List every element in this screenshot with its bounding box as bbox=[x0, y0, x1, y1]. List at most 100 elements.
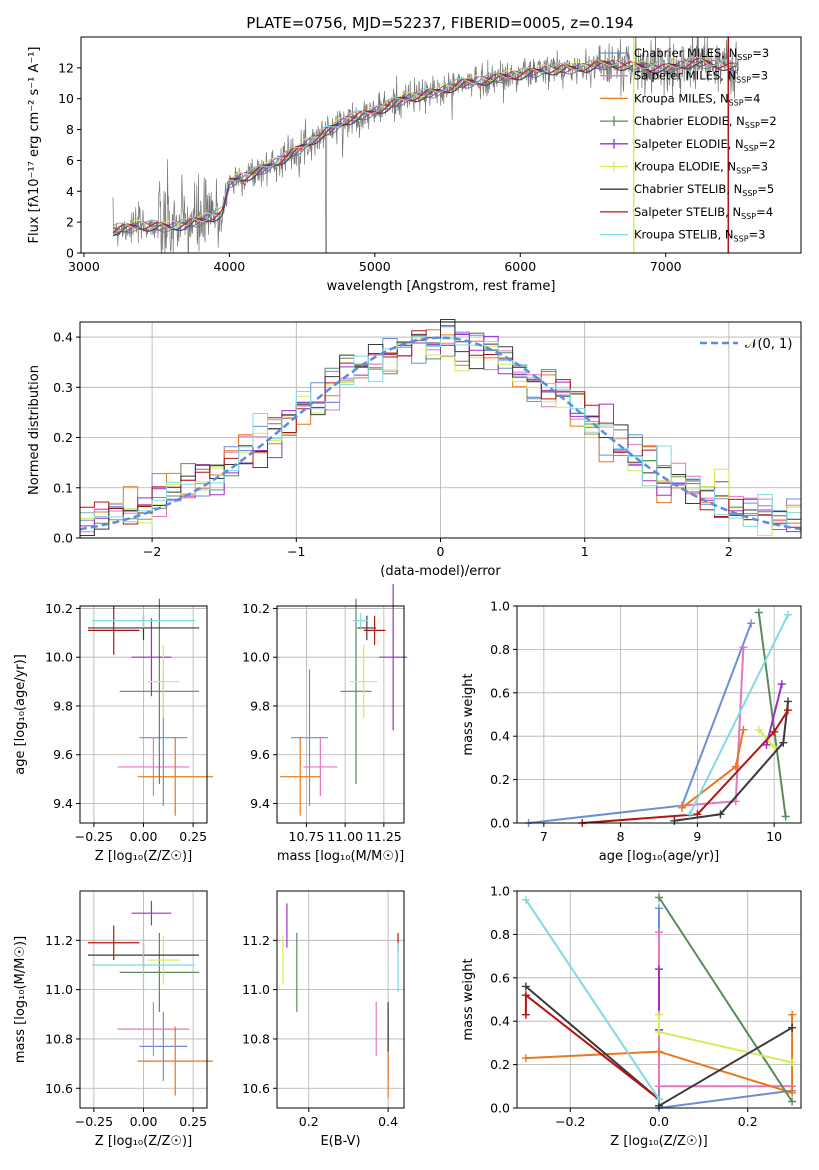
axes-frame bbox=[79, 890, 208, 1109]
y-axis-label: mass weight bbox=[461, 673, 476, 755]
residual-histogram bbox=[80, 319, 801, 536]
y-tick-label: 10.6 bbox=[242, 1081, 270, 1096]
y-tick-label: 2 bbox=[66, 215, 74, 230]
mass-weight-line bbox=[674, 701, 789, 822]
mass-weight-marker bbox=[788, 1023, 797, 1032]
x-tick-label: −0.25 bbox=[75, 829, 113, 844]
y-tick-label: 0.0 bbox=[490, 1101, 510, 1116]
mass-weight-marker bbox=[655, 1095, 663, 1104]
legend-entry: Salpeter ELODIE, NSSP=2 bbox=[634, 137, 776, 153]
x-axis-label: wavelength [Angstrom, rest frame] bbox=[327, 279, 556, 294]
mass-weight-line bbox=[688, 614, 789, 815]
mass-weight-marker bbox=[685, 810, 694, 819]
y-axis-label: age [log₁₀(age/yr)] bbox=[13, 654, 28, 775]
legend-tail: =3 bbox=[751, 160, 768, 174]
mass-weight-marker bbox=[783, 706, 792, 715]
x-tick-label: 7000 bbox=[650, 259, 682, 274]
x-tick-label: −0.25 bbox=[75, 1114, 113, 1129]
legend-subscript: SSP bbox=[744, 144, 759, 153]
legend-entry: Salpeter STELIB, NSSP=4 bbox=[634, 205, 773, 221]
x-tick-label: 0.25 bbox=[179, 1114, 207, 1129]
mass-weight-marker bbox=[783, 697, 792, 706]
x-tick-label: 2 bbox=[725, 544, 733, 559]
legend-tail: =4 bbox=[756, 205, 773, 219]
y-tick-label: 9.4 bbox=[250, 796, 270, 811]
y-axis-label: mass [log₁₀(M/M☉)] bbox=[13, 936, 28, 1063]
y-tick-label: 10.2 bbox=[242, 601, 270, 616]
legend-subscript: SSP bbox=[745, 121, 760, 130]
y-tick-label: 0.0 bbox=[490, 816, 510, 831]
legend-entry: Kroupa ELODIE, NSSP=3 bbox=[634, 160, 768, 176]
x-axis-label: age [log₁₀(age/yr)] bbox=[599, 849, 720, 864]
mass-weight-marker bbox=[521, 991, 530, 1000]
y-tick-label: 10.0 bbox=[242, 650, 270, 665]
mass-weight-line bbox=[525, 899, 660, 1100]
legend-entry: Chabrier MILES, NSSP=3 bbox=[634, 46, 769, 62]
y-tick-label: 0.8 bbox=[490, 927, 510, 942]
mass-weight-marker bbox=[770, 727, 779, 736]
y-tick-label: 10.8 bbox=[242, 1031, 270, 1046]
mass-weight-marker bbox=[655, 965, 663, 974]
x-tick-label: 0 bbox=[437, 544, 445, 559]
y-tick-label: 0.3 bbox=[53, 380, 73, 395]
spectrum-lines bbox=[112, 37, 739, 253]
y-tick-label: 12 bbox=[58, 60, 74, 75]
x-tick-label: 11.00 bbox=[327, 829, 363, 844]
x-tick-label: 4000 bbox=[213, 259, 245, 274]
legend-entry: Chabrier ELODIE, NSSP=2 bbox=[634, 114, 777, 130]
x-tick-label: −0.2 bbox=[555, 1114, 585, 1129]
mass-weight-marker bbox=[521, 1054, 530, 1063]
mass-weight-line bbox=[525, 1014, 794, 1095]
x-axis-label: (data-model)/error bbox=[380, 564, 501, 579]
legend-entry: Salpeter MILES, NSSP=3 bbox=[634, 69, 768, 85]
axes-frame bbox=[516, 605, 802, 824]
y-tick-label: 0.4 bbox=[53, 330, 73, 345]
mass-weight-marker bbox=[777, 680, 786, 689]
legend-subscript: SSP bbox=[734, 235, 749, 244]
x-tick-label: 8 bbox=[617, 829, 625, 844]
legend-tail: =5 bbox=[757, 182, 774, 196]
mass-weight-marker bbox=[781, 812, 790, 821]
mass-weight-marker bbox=[731, 762, 740, 771]
axes-frame bbox=[276, 605, 405, 824]
legend-tail: =3 bbox=[751, 69, 768, 83]
x-tick-label: 10.75 bbox=[289, 829, 325, 844]
legend-tail: =3 bbox=[749, 228, 766, 242]
y-tick-label: 0.2 bbox=[490, 1057, 510, 1072]
x-tick-label: 3000 bbox=[68, 259, 100, 274]
legend-tail: =2 bbox=[760, 114, 777, 128]
x-tick-label: 0.4 bbox=[378, 1114, 398, 1129]
normal-curve bbox=[79, 336, 802, 531]
mass-weight-vs-age-panel: 7 8 9 10 0.0 0.2 0.4 0.6 0.8 1.0 age [log₁₀(age/yr… bbox=[461, 599, 802, 864]
legend-subscript: SSP bbox=[736, 167, 751, 176]
y-tick-label: 0.2 bbox=[53, 430, 73, 445]
age-vs-metallicity-panel: −0.25 0.00 0.25 9.4 9.6 9.8 10.0 10.2 Z [log₁₀(Z… bbox=[13, 598, 213, 864]
x-tick-label: 0.0 bbox=[649, 1114, 669, 1129]
mass-weight-marker bbox=[693, 810, 702, 819]
y-tick-label: 4 bbox=[66, 184, 74, 199]
mass-weight-vs-metallicity-panel: −0.2 0.0 0.2 0.0 0.2 0.4 0.6 0.8 1.0 Z [log₁₀(Z/Z… bbox=[461, 884, 802, 1149]
y-tick-label: 9.8 bbox=[53, 698, 73, 713]
legend-subscript: SSP bbox=[736, 76, 751, 85]
y-axis-label: Normed distribution bbox=[27, 365, 42, 495]
y-tick-label: 9.4 bbox=[53, 796, 73, 811]
axes-frame bbox=[276, 890, 405, 1109]
x-tick-label: 10 bbox=[766, 829, 782, 844]
mass-weight-marker bbox=[779, 738, 788, 747]
x-tick-label: 0.00 bbox=[130, 1114, 158, 1129]
y-axis-label: Flux [fλ10⁻¹⁷ erg cm⁻² s⁻¹ A⁻¹] bbox=[27, 47, 42, 244]
mass-weight-marker bbox=[754, 725, 763, 734]
x-tick-label: −2 bbox=[143, 544, 161, 559]
x-tick-label: 6000 bbox=[504, 259, 536, 274]
mass-weight-marker bbox=[655, 893, 663, 902]
x-axis-label: Z [log₁₀(Z/Z☉)] bbox=[95, 849, 192, 864]
residual-histogram bbox=[80, 334, 801, 533]
mass-vs-metallicity-panel: −0.25 0.00 0.25 10.6 10.8 11.0 11.2 Z [log₁₀(Z/… bbox=[13, 890, 213, 1149]
mass-weight-marker bbox=[655, 1082, 663, 1091]
x-tick-label: 5000 bbox=[359, 259, 391, 274]
mass-weight-marker bbox=[655, 1010, 663, 1019]
mass-weight-marker bbox=[655, 904, 663, 913]
y-tick-label: 0.1 bbox=[53, 480, 73, 495]
y-tick-label: 8 bbox=[66, 122, 74, 137]
